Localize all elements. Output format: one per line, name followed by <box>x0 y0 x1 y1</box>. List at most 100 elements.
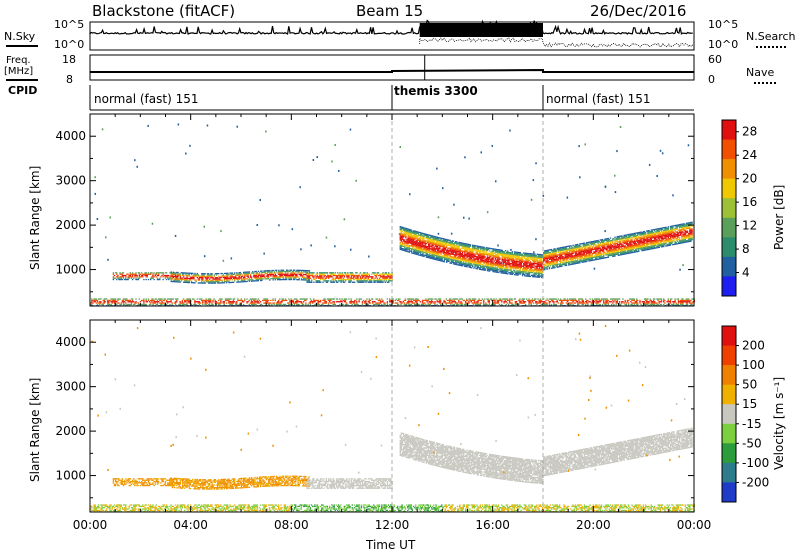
cell-main-echo <box>473 263 475 265</box>
cell-morning-echo <box>281 270 283 273</box>
cell-early-echo <box>125 274 127 277</box>
cell-morning-echo <box>297 276 299 278</box>
cell-main-echo <box>473 254 475 256</box>
cell-midday-echo <box>341 274 343 277</box>
cell-nearrange <box>273 303 275 306</box>
cell-nearrange <box>204 301 206 303</box>
cell-nearrange <box>454 298 457 300</box>
cell-midday-echo <box>322 278 324 281</box>
cell-main-echo <box>447 249 449 252</box>
cell-main-echo <box>477 257 480 259</box>
cell-midday-echo <box>344 280 347 282</box>
cell-main-echo <box>406 248 408 250</box>
cell-main-echo <box>457 248 459 250</box>
cell-early-echo <box>113 277 116 279</box>
cell-morning-echo <box>290 276 292 278</box>
cell-main-echo <box>513 259 516 261</box>
cell-main-echo <box>446 256 448 258</box>
cell-morning-echo <box>295 273 297 275</box>
cell-main-echo <box>412 239 414 241</box>
cell-main-echo <box>414 230 416 232</box>
cell-main-echo <box>399 227 401 229</box>
cell-main-echo <box>516 261 518 263</box>
cell-nearrange <box>126 298 128 300</box>
cell-main-echo <box>426 238 429 240</box>
cell-main-echo <box>401 226 404 228</box>
cell-morning-echo <box>175 273 177 275</box>
cell-early-echo <box>116 278 118 281</box>
cell-nearrange <box>660 299 663 302</box>
cell-morning-echo <box>217 278 219 280</box>
cell-main-echo <box>466 250 468 252</box>
cell-main-echo <box>465 249 467 252</box>
cell-nearrange <box>93 299 95 302</box>
cell-main-echo <box>449 253 451 255</box>
cell-nearrange <box>195 303 197 306</box>
cell-midday-echo <box>307 273 309 275</box>
cell-main-echo <box>460 247 463 249</box>
cell-nearrange <box>300 302 302 304</box>
cell-morning-echo <box>206 279 209 282</box>
cell-main-echo <box>441 260 443 262</box>
cell-nearrange <box>108 303 110 306</box>
cell-nearrange <box>430 301 433 303</box>
cell-morning-echo <box>187 273 189 276</box>
cell-nearrange <box>635 301 638 303</box>
cell-midday-echo <box>328 276 330 278</box>
cell-main-echo <box>501 264 503 266</box>
cell-main-echo <box>484 261 486 263</box>
cell-morning-echo <box>250 279 253 281</box>
cell-main-echo <box>498 251 500 254</box>
cell-nearrange <box>676 303 678 306</box>
cell-nearrange <box>251 298 254 300</box>
cell-main-echo <box>495 268 498 271</box>
cell-main-echo <box>482 249 484 251</box>
cell-main-echo <box>534 262 536 265</box>
cell-nearrange <box>660 301 663 303</box>
cell-main-echo <box>413 250 415 252</box>
cell-nearrange <box>205 303 207 306</box>
cell-main-echo <box>430 256 432 258</box>
cell-main-echo <box>404 240 406 243</box>
cell-main-echo <box>509 268 511 270</box>
cell-midday-echo <box>390 274 392 277</box>
cell-main-echo <box>477 263 480 265</box>
cell-main-echo <box>527 258 529 260</box>
cell-nearrange <box>641 301 643 303</box>
cell-main-echo <box>400 230 403 232</box>
cell-main-echo <box>458 251 460 253</box>
cell-main-echo <box>506 267 508 269</box>
cell-nearrange <box>429 298 432 300</box>
cell-nearrange <box>124 301 126 303</box>
cell-nearrange <box>113 302 116 304</box>
cell-main-echo <box>477 256 480 258</box>
cell-main-echo <box>493 260 495 262</box>
cell-main-echo <box>444 240 447 242</box>
cell-nearrange <box>212 301 214 303</box>
cell-morning-echo <box>171 280 174 283</box>
cell-nearrange <box>317 302 319 304</box>
cell-nearrange <box>472 299 475 302</box>
cell-main-echo <box>495 254 498 256</box>
cell-nearrange <box>640 303 642 306</box>
cell-morning-echo <box>305 279 307 281</box>
cell-early-echo <box>153 272 155 274</box>
cell-morning-echo <box>234 273 236 275</box>
cell-main-echo <box>468 259 470 262</box>
cell-nearrange <box>408 303 410 306</box>
cell-main-echo <box>520 264 523 266</box>
cell-nearrange <box>204 303 206 306</box>
cell-nearrange <box>374 301 376 303</box>
cell-midday-echo <box>347 278 349 281</box>
cell-main-echo <box>507 270 509 272</box>
cell-main-echo <box>429 244 431 246</box>
cell-nearrange <box>408 302 410 304</box>
cell-nearrange <box>427 303 429 306</box>
cell-nearrange <box>301 298 304 300</box>
cell-main-echo <box>484 253 486 255</box>
cell-main-echo <box>438 245 440 247</box>
cell-nearrange <box>127 301 129 303</box>
cell-nearrange <box>99 301 101 303</box>
cell-main-echo <box>419 241 422 243</box>
cell-main-echo <box>436 240 439 242</box>
